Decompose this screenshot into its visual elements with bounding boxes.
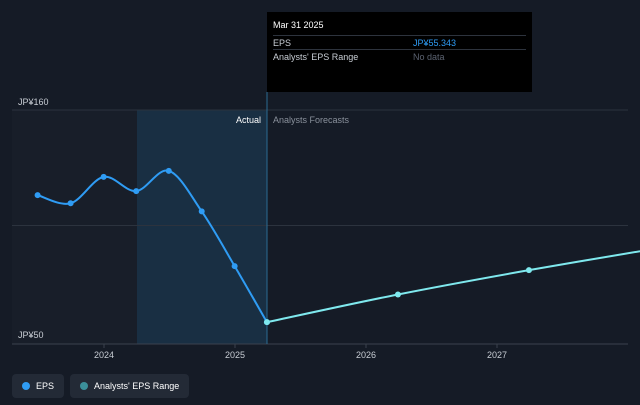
actual-label: Actual: [236, 115, 261, 125]
eps-actual-point[interactable]: [198, 208, 205, 215]
gridlines: [12, 109, 628, 345]
legend: EPS Analysts' EPS Range: [12, 374, 190, 398]
past-background: [12, 110, 137, 344]
eps-dot-icon: [22, 382, 30, 390]
eps-actual-point[interactable]: [165, 167, 172, 174]
series-layer: [34, 167, 640, 326]
x-axis-ticks: 2024 2025 2026 2027: [94, 344, 507, 360]
range-dot-icon: [80, 382, 89, 390]
tooltip-eps-label: EPS: [273, 37, 292, 48]
eps-actual-point[interactable]: [100, 173, 107, 180]
y-tick-label-top: JP¥160: [18, 97, 49, 107]
eps-forecast-point[interactable]: [525, 267, 532, 274]
tooltip-range-row: Analysts' EPS Range No data: [273, 49, 526, 63]
tooltip-eps-value: JP¥55.343: [413, 37, 457, 48]
forecast-label: Analysts Forecasts: [273, 115, 350, 125]
tooltip: Mar 31 2025 EPS JP¥55.343 Analysts' EPS …: [267, 12, 532, 92]
x-tick-label: 2026: [356, 350, 376, 360]
eps-forecast-point[interactable]: [394, 291, 401, 298]
x-tick-label: 2025: [225, 350, 245, 360]
legend-range-button[interactable]: Analysts' EPS Range: [70, 374, 190, 398]
tooltip-date: Mar 31 2025: [273, 20, 324, 30]
y-tick-label-bottom: JP¥50: [18, 330, 44, 340]
eps-actual-point[interactable]: [231, 263, 238, 270]
eps-actual-point[interactable]: [133, 188, 140, 195]
actual-shaded-region: [137, 110, 267, 344]
tooltip-range-value: No data: [413, 51, 445, 62]
tooltip-eps-row: EPS JP¥55.343: [273, 35, 526, 49]
x-tick-label: 2024: [94, 350, 114, 360]
eps-actual-point[interactable]: [34, 192, 41, 199]
eps-forecast-point[interactable]: [263, 319, 270, 326]
legend-eps-label: EPS: [36, 381, 55, 391]
tooltip-range-label: Analysts' EPS Range: [273, 51, 359, 62]
legend-range-label: Analysts' EPS Range: [94, 381, 180, 391]
eps-forecast-line: [266, 250, 640, 324]
x-tick-label: 2027: [487, 350, 507, 360]
legend-eps-button[interactable]: EPS: [12, 374, 65, 398]
eps-actual-point[interactable]: [67, 200, 74, 207]
